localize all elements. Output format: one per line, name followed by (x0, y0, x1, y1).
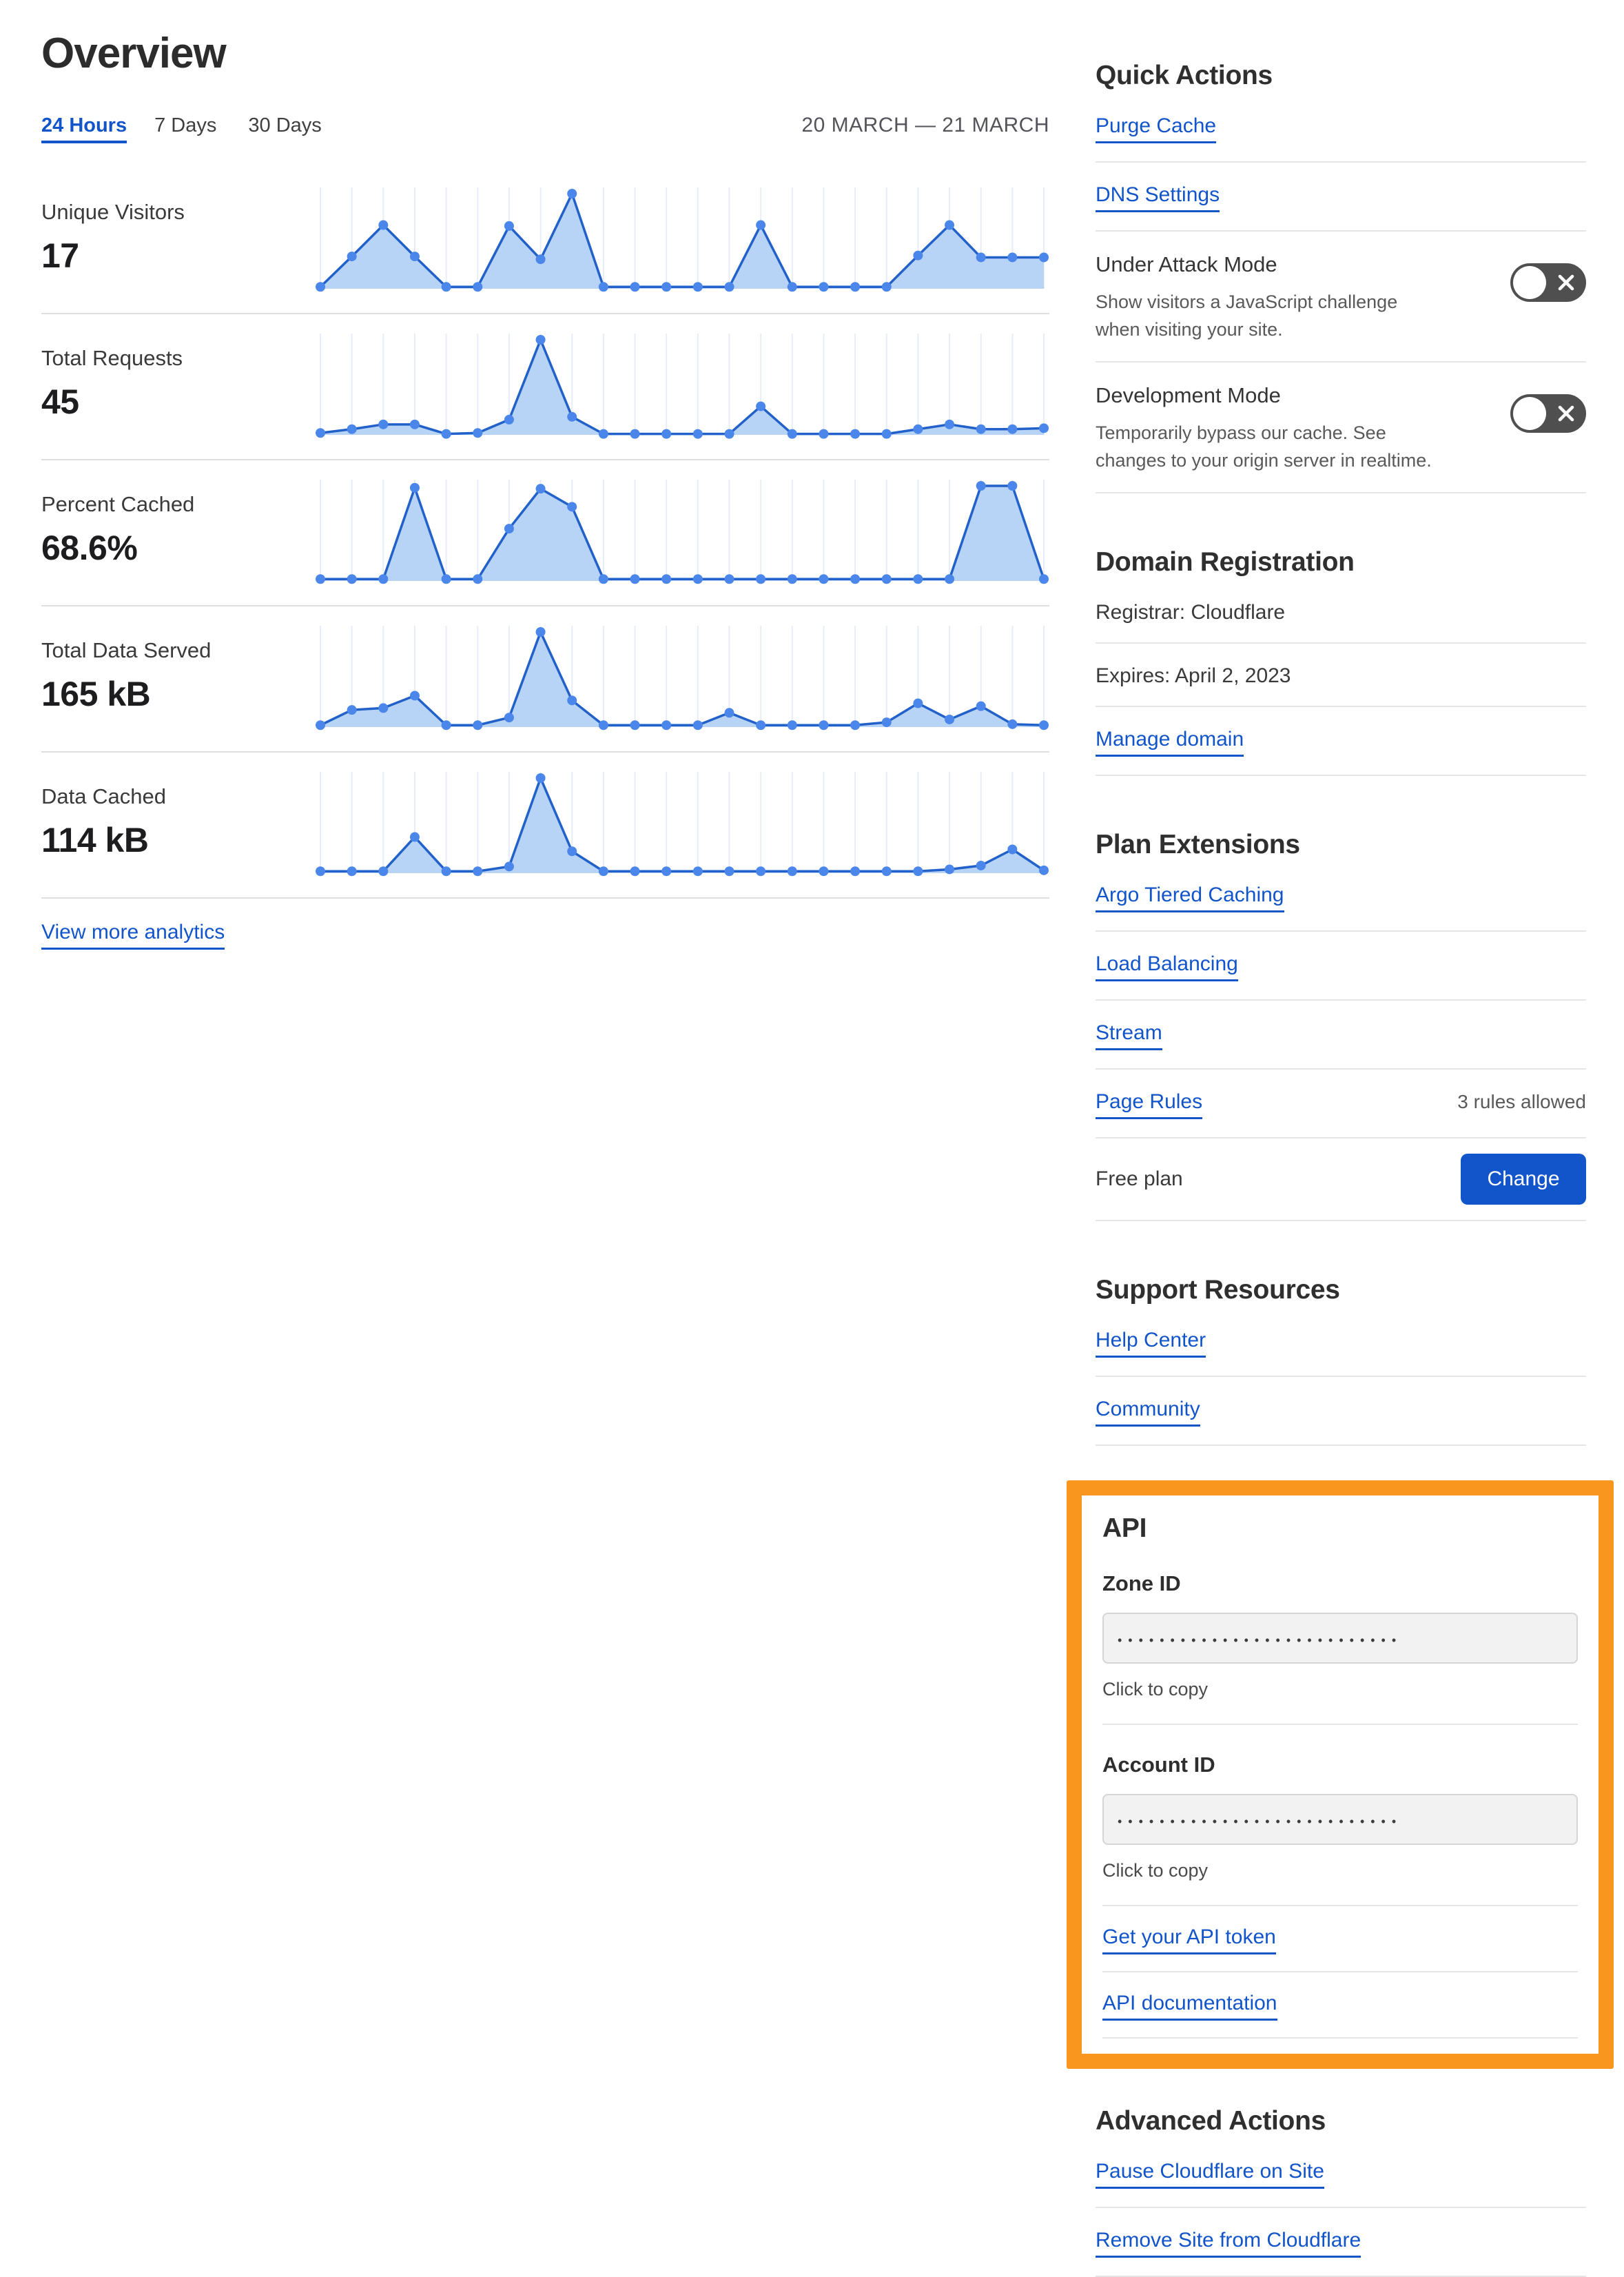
community-link[interactable]: Community (1096, 1398, 1200, 1427)
zone-id-masked-value: ••••••••••••••••••••••••••• (1118, 1633, 1403, 1647)
api-section-highlight-box: API Zone ID ••••••••••••••••••••••••••• … (1067, 1480, 1614, 2069)
zone-id-label: Zone ID (1102, 1571, 1181, 1595)
metric-value: 45 (41, 382, 79, 421)
view-more-analytics-link[interactable]: View more analytics (41, 921, 225, 950)
dns-settings-link[interactable]: DNS Settings (1096, 183, 1220, 212)
metric-row-percent-cached: Percent Cached 68.6% (41, 460, 1049, 606)
under-attack-mode-toggle[interactable] (1510, 263, 1586, 302)
quick-actions-section: Quick Actions Purge Cache DNS Settings U… (1096, 61, 1586, 493)
sparkline-total-data-served (315, 606, 1049, 751)
plan-extensions-section: Plan Extensions Argo Tiered Caching Load… (1096, 830, 1586, 1221)
help-center-link[interactable]: Help Center (1096, 1329, 1206, 1358)
tab-24-hours[interactable]: 24 Hours (41, 114, 127, 143)
sidebar-column: Quick Actions Purge Cache DNS Settings U… (1067, 0, 1614, 2277)
change-plan-button[interactable]: Change (1461, 1154, 1586, 1205)
metric-row-total-requests: Total Requests 45 (41, 314, 1049, 460)
under-attack-mode-label: Under Attack Mode (1096, 252, 1277, 276)
stream-link[interactable]: Stream (1096, 1021, 1162, 1050)
sparkline-unique-visitors (315, 168, 1049, 313)
domain-registration-heading: Domain Registration (1096, 547, 1355, 577)
quick-actions-heading: Quick Actions (1096, 61, 1273, 90)
toggle-knob (1513, 266, 1546, 299)
metric-value: 68.6% (41, 529, 138, 567)
metric-row-total-data-served: Total Data Served 165 kB (41, 606, 1049, 753)
page-title: Overview (41, 30, 227, 77)
divider (1102, 1724, 1578, 1725)
date-range-label: 20 MARCH — 21 MARCH (801, 114, 1049, 136)
account-id-copy-hint: Click to copy (1102, 1860, 1209, 1881)
metric-label: Total Data Served (41, 638, 212, 662)
toggle-off-x-icon (1558, 405, 1574, 422)
sparkline-data-cached (315, 753, 1049, 897)
time-range-tabs: 24 Hours 7 Days 30 Days 20 MARCH — 21 MA… (41, 114, 1049, 143)
toggle-knob (1513, 397, 1546, 430)
metric-value: 114 kB (41, 821, 149, 859)
domain-registration-section: Domain Registration Registrar: Cloudflar… (1096, 547, 1586, 776)
api-heading: API (1102, 1513, 1147, 1543)
manage-domain-link[interactable]: Manage domain (1096, 728, 1244, 757)
support-resources-section: Support Resources Help Center Community (1096, 1275, 1586, 1446)
sparkline-percent-cached (315, 460, 1049, 605)
metric-value: 17 (41, 236, 79, 275)
metric-label: Percent Cached (41, 492, 195, 516)
metric-value: 165 kB (41, 675, 151, 713)
metric-label: Data Cached (41, 784, 166, 808)
advanced-actions-heading: Advanced Actions (1096, 2106, 1326, 2136)
metrics-list: Unique Visitors 17 Total Requests 45 Per… (41, 168, 1049, 899)
metric-label: Total Requests (41, 346, 183, 370)
development-mode-toggle[interactable] (1510, 394, 1586, 433)
metric-row-unique-visitors: Unique Visitors 17 (41, 168, 1049, 314)
expires-value: Expires: April 2, 2023 (1096, 664, 1291, 687)
toggle-off-x-icon (1558, 274, 1574, 291)
remove-site-link[interactable]: Remove Site from Cloudflare (1096, 2229, 1361, 2258)
api-documentation-link[interactable]: API documentation (1102, 1992, 1277, 2021)
current-plan-label: Free plan (1096, 1167, 1183, 1190)
support-resources-heading: Support Resources (1096, 1275, 1340, 1305)
advanced-actions-section: Advanced Actions Pause Cloudflare on Sit… (1096, 2106, 1586, 2277)
argo-tiered-caching-link[interactable]: Argo Tiered Caching (1096, 884, 1284, 912)
development-mode-description: Temporarily bypass our cache. See change… (1096, 422, 1432, 471)
zone-id-field[interactable]: ••••••••••••••••••••••••••• (1102, 1613, 1578, 1664)
under-attack-mode-description: Show visitors a JavaScript challenge whe… (1096, 292, 1398, 340)
sparkline-total-requests (315, 314, 1049, 459)
tab-7-days[interactable]: 7 Days (154, 114, 217, 136)
analytics-column: Overview 24 Hours 7 Days 30 Days 20 MARC… (41, 0, 1049, 2277)
account-id-masked-value: ••••••••••••••••••••••••••• (1118, 1815, 1403, 1828)
page-rules-link[interactable]: Page Rules (1096, 1090, 1203, 1119)
purge-cache-link[interactable]: Purge Cache (1096, 114, 1217, 143)
plan-row: Free plan Change (1096, 1138, 1586, 1221)
development-mode-row: Development Mode Temporarily bypass our … (1096, 363, 1586, 493)
page-rules-allowance: 3 rules allowed (1457, 1091, 1586, 1112)
metric-row-data-cached: Data Cached 114 kB (41, 753, 1049, 899)
metric-label: Unique Visitors (41, 200, 185, 224)
tab-30-days[interactable]: 30 Days (248, 114, 322, 136)
account-id-label: Account ID (1102, 1753, 1215, 1777)
registrar-value: Registrar: Cloudflare (1096, 601, 1286, 624)
zone-id-copy-hint: Click to copy (1102, 1679, 1209, 1699)
load-balancing-link[interactable]: Load Balancing (1096, 952, 1238, 981)
get-api-token-link[interactable]: Get your API token (1102, 1926, 1276, 1954)
plan-extensions-heading: Plan Extensions (1096, 830, 1300, 859)
development-mode-label: Development Mode (1096, 383, 1281, 407)
pause-cloudflare-link[interactable]: Pause Cloudflare on Site (1096, 2160, 1324, 2189)
account-id-field[interactable]: ••••••••••••••••••••••••••• (1102, 1794, 1578, 1845)
under-attack-mode-row: Under Attack Mode Show visitors a JavaSc… (1096, 232, 1586, 363)
